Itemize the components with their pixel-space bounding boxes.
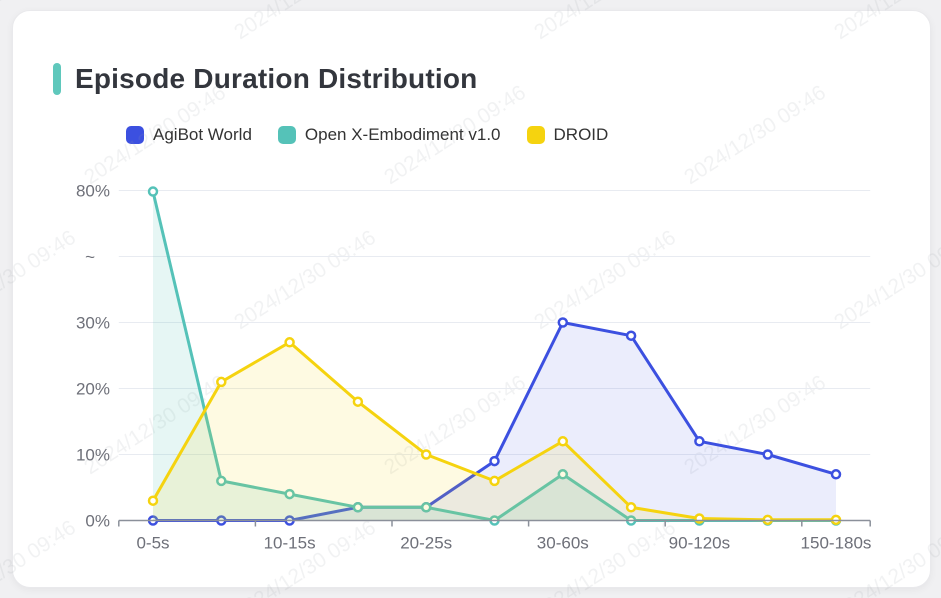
y-axis-tick-label: ~ xyxy=(85,248,95,267)
series-area-0 xyxy=(153,322,836,521)
data-point-marker[interactable] xyxy=(352,502,364,513)
watermark-text: 2024/12/30 09:46 xyxy=(830,0,941,44)
watermark-text: 2024/12/30 09:46 xyxy=(80,81,230,189)
watermark-text: 2024/12/30 09:46 xyxy=(830,226,941,334)
data-point-marker[interactable] xyxy=(830,469,842,480)
watermark-text: 2024/12/30 09:46 xyxy=(530,226,680,334)
watermark-text: 2024/12/30 09:46 xyxy=(230,226,380,334)
legend-swatch-icon xyxy=(126,126,144,144)
data-point-marker[interactable] xyxy=(147,186,159,197)
watermark-text: 2024/12/30 09:46 xyxy=(380,81,530,189)
watermark-text: 2024/12/30 09:46 xyxy=(0,0,80,44)
chart-card: Episode Duration Distribution AgiBot Wor… xyxy=(12,10,931,588)
watermark-text: 2024/12/30 09:46 xyxy=(0,516,80,598)
page-title: Episode Duration Distribution xyxy=(75,63,478,94)
legend-label: AgiBot World xyxy=(153,125,252,144)
data-point-marker[interactable] xyxy=(694,436,705,447)
data-point-marker[interactable] xyxy=(625,502,637,513)
y-axis-tick-label: 80% xyxy=(76,182,110,201)
y-axis-tick-label: 20% xyxy=(76,380,110,399)
x-axis-tick-label: 30-60s xyxy=(537,534,589,553)
data-point-marker[interactable] xyxy=(284,488,295,500)
legend-label: Open X-Embodiment v1.0 xyxy=(304,125,501,144)
data-point-marker[interactable] xyxy=(694,513,705,524)
x-axis-tick-label: 150-180s xyxy=(801,534,872,553)
data-point-marker[interactable] xyxy=(489,455,500,467)
data-point-marker[interactable] xyxy=(557,469,569,480)
y-axis-tick-label: 10% xyxy=(76,446,110,465)
data-point-marker[interactable] xyxy=(216,376,227,388)
chart-legend: AgiBot World Open X-Embodiment v1.0 DROID xyxy=(126,125,608,145)
series-area-2 xyxy=(153,342,836,521)
title-row: Episode Duration Distribution xyxy=(53,63,477,95)
legend-swatch-icon xyxy=(277,126,296,144)
data-point-marker[interactable] xyxy=(557,436,569,447)
watermark-text: 2024/12/30 09:46 xyxy=(230,0,380,44)
x-axis-tick-label: 10-15s xyxy=(264,534,316,553)
legend-label: DROID xyxy=(553,125,609,144)
legend-item-1[interactable]: Open X-Embodiment v1.0 xyxy=(277,125,501,145)
legend-item-2[interactable]: DROID xyxy=(526,125,609,145)
y-axis-tick-label: 30% xyxy=(76,314,110,333)
y-axis-tick-label: 0% xyxy=(85,512,110,531)
data-point-marker[interactable] xyxy=(284,337,295,348)
title-accent-bar xyxy=(53,63,61,95)
data-point-marker[interactable] xyxy=(420,502,432,513)
data-point-marker[interactable] xyxy=(420,449,432,460)
data-point-marker[interactable] xyxy=(216,475,227,487)
legend-swatch-icon xyxy=(526,126,545,144)
data-point-marker[interactable] xyxy=(352,396,364,407)
x-axis-tick-label: 0-5s xyxy=(136,534,169,553)
watermark-text: 2024/12/30 09:46 xyxy=(230,516,380,598)
data-point-marker[interactable] xyxy=(625,330,637,341)
watermark-text: 2024/12/30 09:46 xyxy=(530,0,680,44)
legend-item-0[interactable]: AgiBot World xyxy=(126,125,252,145)
watermark-text: 2024/12/30 09:46 xyxy=(680,81,830,189)
x-axis-tick-label: 90-120s xyxy=(669,534,730,553)
watermark-text: 2024/12/30 09:46 xyxy=(0,226,80,334)
watermark-text: 2024/12/30 09:46 xyxy=(530,516,680,598)
data-point-marker[interactable] xyxy=(762,449,773,460)
series-area-1 xyxy=(153,191,836,521)
x-axis-tick-label: 20-25s xyxy=(400,534,452,553)
data-point-marker[interactable] xyxy=(147,495,159,506)
data-point-marker[interactable] xyxy=(489,475,500,487)
data-point-marker[interactable] xyxy=(557,317,569,328)
watermark-text: 2024/12/30 09:46 xyxy=(830,516,941,598)
